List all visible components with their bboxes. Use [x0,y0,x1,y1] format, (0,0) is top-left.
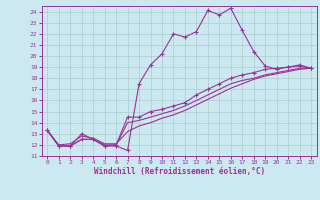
X-axis label: Windchill (Refroidissement éolien,°C): Windchill (Refroidissement éolien,°C) [94,167,265,176]
